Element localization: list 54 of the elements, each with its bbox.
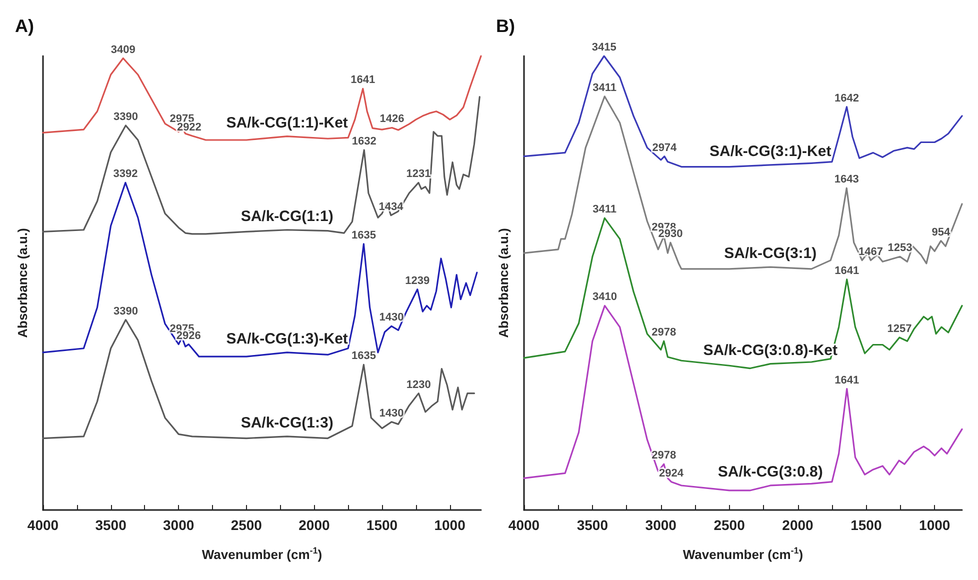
- chart-title: B): [496, 16, 515, 36]
- x-tick-label: 2500: [230, 517, 262, 533]
- series-label: SA/k-CG(1:3)-Ket: [226, 330, 348, 348]
- annotation: 3390: [113, 110, 138, 123]
- annotation: 1230: [406, 378, 431, 391]
- x-tick-label: 1000: [919, 517, 950, 533]
- x-tick-label: 3000: [645, 517, 677, 533]
- annotation: 3415: [592, 42, 616, 54]
- x-tick-label: 1500: [366, 517, 398, 533]
- x-tick-label: 4000: [27, 517, 59, 533]
- chart-title: A): [15, 16, 34, 36]
- annotation: 1641: [350, 74, 376, 86]
- y-axis-title: Absorbance (a.u.): [15, 228, 30, 338]
- series-label: SA/k-CG(3:1)-Ket: [710, 142, 832, 160]
- annotation: 1467: [858, 246, 883, 258]
- annotation: 954: [932, 226, 951, 238]
- annotation: 1632: [352, 135, 376, 148]
- annotation: 3411: [592, 204, 617, 216]
- x-tick-label: 1000: [434, 517, 466, 533]
- x-tick-label: 3000: [163, 517, 194, 533]
- x-tick-label: 2000: [298, 517, 330, 533]
- annotation: 1643: [834, 174, 859, 186]
- annotation: 1635: [351, 229, 376, 242]
- annotation: 1253: [888, 242, 912, 254]
- annotation: 1430: [379, 407, 404, 420]
- annotation: 3390: [113, 305, 138, 318]
- series-label: SA/k-CG(1:1): [240, 208, 334, 225]
- x-tick-label: 2500: [714, 517, 746, 533]
- annotation: 3409: [110, 44, 136, 56]
- series-label: SA/k-CG(1:3): [240, 414, 334, 432]
- annotation: 1635: [351, 350, 376, 362]
- y-axis-title: Absorbance (a.u.): [496, 228, 511, 338]
- x-tick-label: 1500: [850, 517, 882, 533]
- annotation: 1641: [834, 264, 860, 277]
- annotation: 2922: [176, 121, 202, 134]
- annotation: 2930: [658, 228, 683, 240]
- x-tick-label: 4000: [508, 517, 540, 533]
- annotation: 1257: [887, 322, 912, 335]
- annotation: 3411: [592, 82, 617, 94]
- series-label: SA/k-CG(1:1)-Ket: [226, 114, 348, 132]
- series-label: SA/k-CG(3:0.8): [718, 463, 823, 480]
- x-tick-label: 3500: [95, 517, 127, 533]
- annotation: 2974: [652, 142, 678, 154]
- annotation: 3410: [592, 291, 617, 304]
- annotation: 2978: [652, 326, 676, 339]
- annotation: 1239: [405, 274, 430, 287]
- series-label: SA/k-CG(3:1): [724, 245, 817, 262]
- annotation: 1426: [380, 113, 404, 126]
- annotation: 3392: [113, 168, 138, 180]
- annotation: 1641: [834, 374, 860, 386]
- x-tick-label: 2000: [782, 517, 814, 533]
- x-tick-label: 3500: [576, 517, 608, 533]
- annotation: 1642: [834, 92, 859, 104]
- annotation: 1430: [379, 312, 404, 324]
